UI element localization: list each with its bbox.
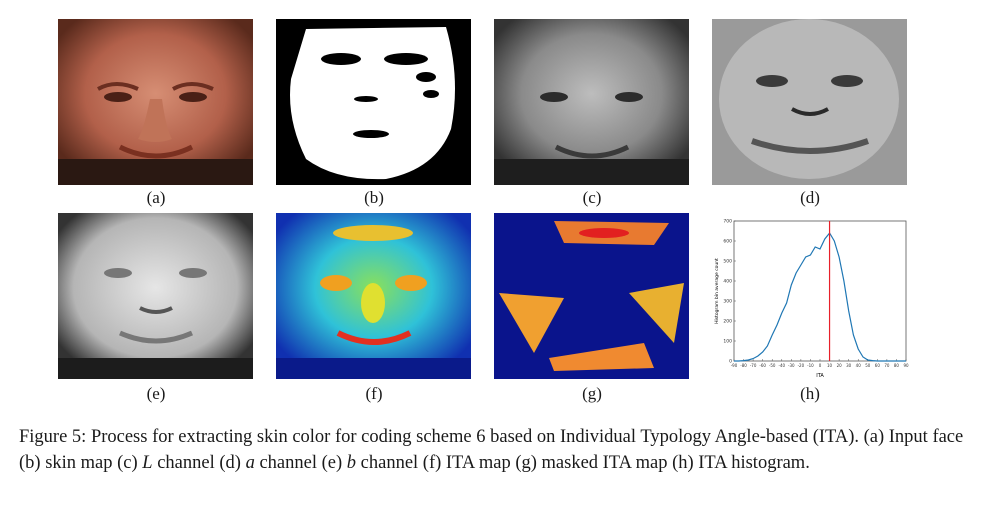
x-tick-label: 20 [837,363,843,368]
x-tick-label: -80 [740,363,747,368]
x-tick-label: -50 [769,363,776,368]
panel-g-masked-ita-map [494,213,689,379]
x-tick-label: -70 [750,363,757,368]
caption-text-4: channel (f) ITA map (g) masked ITA map (… [356,453,810,473]
plot-area [733,220,907,362]
x-tick-label: 50 [865,363,871,368]
caption-var-b: b [346,453,357,473]
y-tick-label: 0 [729,359,732,365]
x-tick-label: -30 [788,363,795,368]
x-tick-label: 40 [856,363,862,368]
caption-text-3: channel (e) [254,453,347,473]
sub-label-f: (f) [365,384,383,403]
x-tick-label: 80 [894,363,900,368]
panel-b-skin-map [276,19,471,185]
sub-label-c: (c) [582,188,602,207]
y-tick-label: 200 [723,319,732,325]
x-tick-label: -90 [731,363,738,368]
series-line [734,231,906,362]
x-tick-label: 70 [884,363,890,368]
x-tick-label: -40 [779,363,786,368]
x-tick-label: -60 [759,363,766,368]
x-tick-label: 10 [827,363,833,368]
x-tick-label: 60 [875,363,881,368]
sub-label-a: (a) [146,188,166,207]
x-tick-label: 0 [819,363,822,368]
x-tick-label: -10 [807,363,814,368]
caption-text-1: Figure 5: Process for extracting skin co… [19,427,964,473]
sub-label-h: (h) [800,384,820,403]
caption-var-a: a [245,453,255,473]
panel-d-a-channel [712,19,907,185]
y-tick-label: 100 [723,339,732,345]
y-axis-label: Histogram bin average count [714,258,720,324]
y-tick-label: 700 [723,219,732,225]
figure-caption: Figure 5: Process for extracting skin co… [19,424,969,476]
panel-f-ita-map [276,213,471,379]
caption-text-2: channel (d) [152,453,246,473]
sub-label-e: (e) [146,384,166,403]
sub-label-d: (d) [800,188,820,207]
panel-a-input-face [58,19,253,185]
y-tick-label: 300 [723,299,732,305]
panel-h-ita-histogram: 0 100 200 300 400 500 600 700 -90 -80 -70 -60 -50 -4… [712,213,912,383]
caption-var-l: L [142,453,153,473]
x-tick-label: -20 [798,363,805,368]
sub-label-g: (g) [582,384,602,403]
y-tick-label: 400 [723,279,732,285]
x-axis-label: ITA [816,373,824,379]
panel-c-l-channel [494,19,689,185]
x-tick-label: 30 [846,363,852,368]
y-tick-label: 500 [723,259,732,265]
panel-e-b-channel [58,213,253,379]
x-tick-label: 90 [903,363,909,368]
y-tick-label: 600 [723,239,732,245]
sub-label-b: (b) [364,188,384,207]
